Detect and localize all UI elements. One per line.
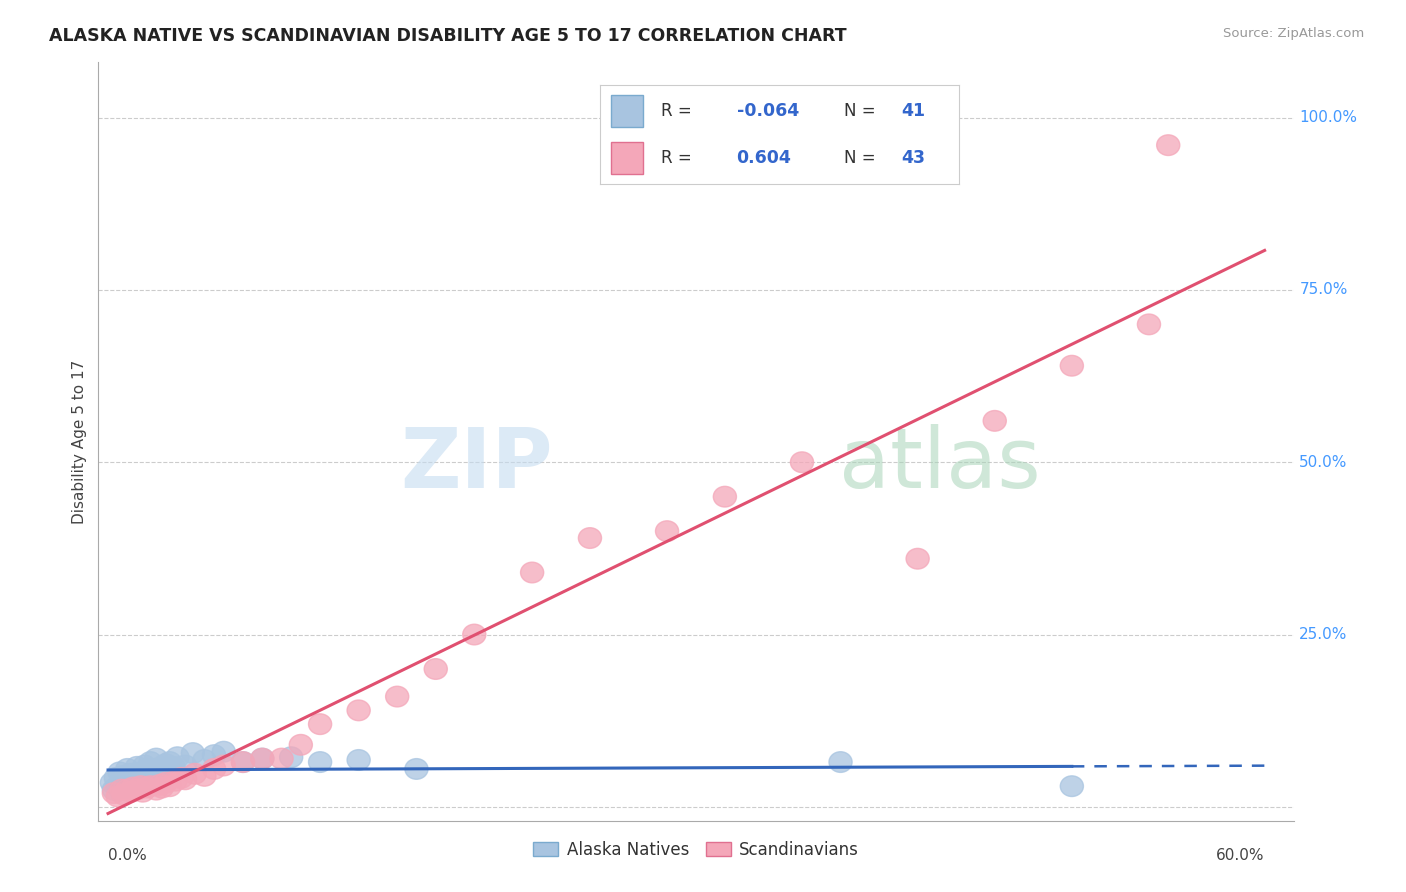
Ellipse shape <box>385 686 409 707</box>
Ellipse shape <box>115 780 139 800</box>
Ellipse shape <box>159 776 181 797</box>
Ellipse shape <box>129 762 152 783</box>
Ellipse shape <box>143 764 166 784</box>
Ellipse shape <box>134 756 156 776</box>
Ellipse shape <box>135 765 159 786</box>
Ellipse shape <box>155 772 177 793</box>
Ellipse shape <box>212 756 235 776</box>
Ellipse shape <box>112 784 135 805</box>
Ellipse shape <box>105 786 129 807</box>
Ellipse shape <box>135 777 159 798</box>
Ellipse shape <box>790 452 814 473</box>
Ellipse shape <box>520 562 544 582</box>
Ellipse shape <box>202 745 225 765</box>
Ellipse shape <box>145 748 167 769</box>
Ellipse shape <box>1137 314 1160 334</box>
Ellipse shape <box>1060 776 1084 797</box>
Ellipse shape <box>150 756 173 777</box>
Ellipse shape <box>250 748 274 769</box>
Ellipse shape <box>655 521 679 541</box>
Ellipse shape <box>118 769 141 789</box>
Ellipse shape <box>270 748 292 769</box>
Ellipse shape <box>463 624 486 645</box>
Ellipse shape <box>100 772 124 793</box>
Ellipse shape <box>165 771 187 791</box>
Ellipse shape <box>181 743 204 764</box>
Ellipse shape <box>121 774 145 795</box>
Ellipse shape <box>347 749 370 771</box>
Ellipse shape <box>578 528 602 549</box>
Ellipse shape <box>250 748 274 769</box>
Ellipse shape <box>115 758 139 780</box>
Ellipse shape <box>1157 135 1180 155</box>
Ellipse shape <box>149 774 172 795</box>
Ellipse shape <box>308 714 332 734</box>
Ellipse shape <box>290 734 312 756</box>
Ellipse shape <box>193 749 217 771</box>
Ellipse shape <box>830 752 852 772</box>
Ellipse shape <box>173 769 197 789</box>
Ellipse shape <box>183 764 207 784</box>
Ellipse shape <box>139 776 162 797</box>
Text: 50.0%: 50.0% <box>1299 455 1348 470</box>
Ellipse shape <box>120 781 143 802</box>
Ellipse shape <box>114 777 136 798</box>
Ellipse shape <box>112 765 135 786</box>
Text: Source: ZipAtlas.com: Source: ZipAtlas.com <box>1223 27 1364 40</box>
Ellipse shape <box>232 752 254 772</box>
Ellipse shape <box>159 752 181 772</box>
Ellipse shape <box>121 777 145 798</box>
Ellipse shape <box>1060 355 1084 376</box>
Ellipse shape <box>193 765 217 786</box>
Ellipse shape <box>129 776 152 797</box>
Text: 60.0%: 60.0% <box>1216 848 1264 863</box>
Text: atlas: atlas <box>839 424 1040 505</box>
Ellipse shape <box>108 762 131 783</box>
Ellipse shape <box>125 756 149 777</box>
Ellipse shape <box>150 777 173 798</box>
Ellipse shape <box>347 700 370 721</box>
Ellipse shape <box>232 752 254 772</box>
Ellipse shape <box>105 776 129 797</box>
Text: ZIP: ZIP <box>401 424 553 505</box>
Ellipse shape <box>166 747 188 767</box>
Ellipse shape <box>983 410 1007 431</box>
Ellipse shape <box>308 752 332 772</box>
Ellipse shape <box>139 752 162 772</box>
Ellipse shape <box>905 549 929 569</box>
Ellipse shape <box>202 758 225 780</box>
Ellipse shape <box>136 758 160 780</box>
Ellipse shape <box>103 780 125 800</box>
Ellipse shape <box>103 783 125 804</box>
Text: ALASKA NATIVE VS SCANDINAVIAN DISABILITY AGE 5 TO 17 CORRELATION CHART: ALASKA NATIVE VS SCANDINAVIAN DISABILITY… <box>49 27 846 45</box>
Ellipse shape <box>173 756 197 776</box>
Ellipse shape <box>170 767 193 789</box>
Ellipse shape <box>110 771 134 791</box>
Y-axis label: Disability Age 5 to 17: Disability Age 5 to 17 <box>72 359 87 524</box>
Ellipse shape <box>104 767 128 789</box>
Text: 100.0%: 100.0% <box>1299 110 1357 125</box>
Ellipse shape <box>713 486 737 507</box>
Ellipse shape <box>212 741 235 762</box>
Ellipse shape <box>155 754 177 774</box>
Text: 75.0%: 75.0% <box>1299 283 1348 297</box>
Ellipse shape <box>280 747 302 767</box>
Ellipse shape <box>162 756 186 777</box>
Ellipse shape <box>145 780 167 800</box>
Ellipse shape <box>131 772 155 793</box>
Ellipse shape <box>405 758 427 780</box>
Ellipse shape <box>131 781 155 802</box>
Ellipse shape <box>125 780 149 800</box>
Ellipse shape <box>110 780 134 800</box>
Ellipse shape <box>149 758 172 780</box>
Ellipse shape <box>425 658 447 680</box>
Text: 0.0%: 0.0% <box>108 848 146 863</box>
Ellipse shape <box>128 767 150 789</box>
Ellipse shape <box>120 764 143 784</box>
Text: 25.0%: 25.0% <box>1299 627 1348 642</box>
Legend: Alaska Natives, Scandinavians: Alaska Natives, Scandinavians <box>526 834 866 865</box>
